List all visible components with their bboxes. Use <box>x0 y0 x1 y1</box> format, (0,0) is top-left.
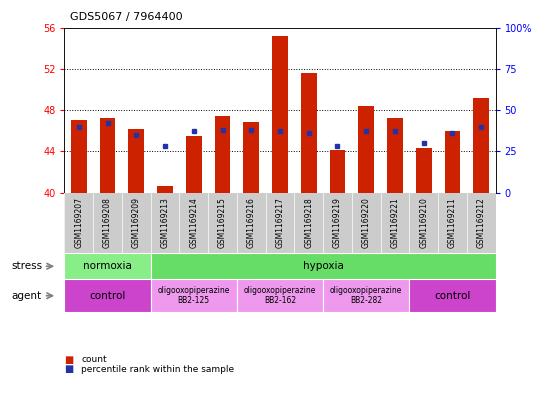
Text: GSM1169221: GSM1169221 <box>390 197 399 248</box>
Bar <box>151 279 237 312</box>
Text: GSM1169215: GSM1169215 <box>218 197 227 248</box>
Text: GSM1169216: GSM1169216 <box>247 197 256 248</box>
Bar <box>244 123 259 193</box>
Text: GDS5067 / 7964400: GDS5067 / 7964400 <box>70 12 183 22</box>
Text: GSM1169214: GSM1169214 <box>189 197 198 248</box>
Text: agent: agent <box>11 291 41 301</box>
Bar <box>64 253 151 279</box>
Text: stress: stress <box>11 261 43 271</box>
Bar <box>409 279 496 312</box>
Bar <box>323 193 352 253</box>
Text: GSM1169219: GSM1169219 <box>333 197 342 248</box>
Text: GSM1169210: GSM1169210 <box>419 197 428 248</box>
Text: GSM1169209: GSM1169209 <box>132 197 141 248</box>
Text: GSM1169220: GSM1169220 <box>362 197 371 248</box>
Text: oligooxopiperazine
BB2-125: oligooxopiperazine BB2-125 <box>157 286 230 305</box>
Bar <box>272 36 288 193</box>
Bar <box>157 186 173 193</box>
Text: normoxia: normoxia <box>83 261 132 271</box>
Text: oligooxopiperazine
BB2-282: oligooxopiperazine BB2-282 <box>330 286 403 305</box>
Bar <box>330 150 346 193</box>
Bar <box>93 193 122 253</box>
Text: hypoxia: hypoxia <box>303 261 343 271</box>
Bar <box>381 193 409 253</box>
Text: GSM1169217: GSM1169217 <box>276 197 284 248</box>
Bar <box>122 193 151 253</box>
Bar <box>409 193 438 253</box>
Bar <box>265 193 295 253</box>
Text: GSM1169211: GSM1169211 <box>448 197 457 248</box>
Bar <box>64 193 93 253</box>
Bar <box>151 193 179 253</box>
Bar <box>208 193 237 253</box>
Text: ■: ■ <box>64 354 74 365</box>
Text: count: count <box>81 355 107 364</box>
Bar <box>467 193 496 253</box>
Bar <box>445 130 460 193</box>
Bar <box>179 193 208 253</box>
Bar <box>64 279 151 312</box>
Bar <box>71 120 87 193</box>
Text: GSM1169212: GSM1169212 <box>477 197 486 248</box>
Text: ■: ■ <box>64 364 74 375</box>
Bar <box>214 116 230 193</box>
Text: GSM1169213: GSM1169213 <box>161 197 170 248</box>
Bar <box>323 279 409 312</box>
Bar <box>237 193 265 253</box>
Text: GSM1169208: GSM1169208 <box>103 197 112 248</box>
Bar <box>151 253 496 279</box>
Bar <box>186 136 202 193</box>
Bar <box>387 118 403 193</box>
Text: GSM1169218: GSM1169218 <box>304 197 313 248</box>
Bar <box>438 193 467 253</box>
Bar <box>237 279 323 312</box>
Text: oligooxopiperazine
BB2-162: oligooxopiperazine BB2-162 <box>244 286 316 305</box>
Bar <box>416 148 432 193</box>
Bar <box>358 106 374 193</box>
Bar <box>301 73 316 193</box>
Text: control: control <box>90 291 125 301</box>
Text: percentile rank within the sample: percentile rank within the sample <box>81 365 234 374</box>
Bar <box>100 118 115 193</box>
Text: GSM1169207: GSM1169207 <box>74 197 83 248</box>
Bar <box>352 193 381 253</box>
Text: control: control <box>435 291 470 301</box>
Bar <box>295 193 323 253</box>
Bar <box>128 129 144 193</box>
Bar <box>473 97 489 193</box>
